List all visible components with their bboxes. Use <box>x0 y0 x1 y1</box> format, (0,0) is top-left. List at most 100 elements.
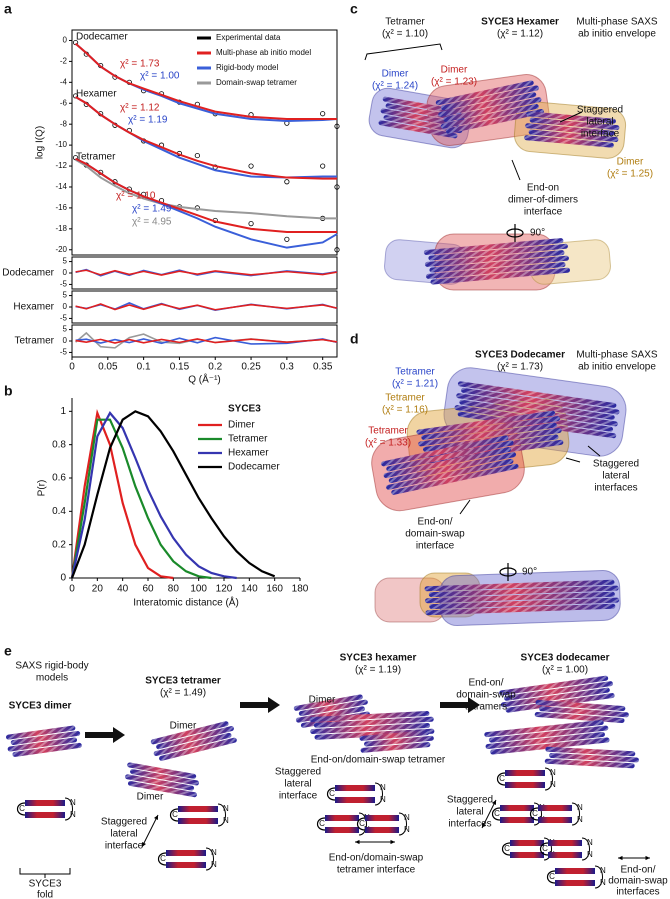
fold-outline <box>571 802 580 826</box>
fold-bar <box>538 805 572 811</box>
helix-stripe <box>485 731 605 749</box>
label: Dimer <box>309 695 336 706</box>
helix-bundle <box>5 725 82 757</box>
label: (χ² = 1.16) <box>382 405 428 416</box>
label: Dimer <box>137 792 164 803</box>
legend-label: Dodecamer <box>228 462 280 473</box>
helix-bundle <box>150 721 237 761</box>
x-tick-label: 0.35 <box>313 362 333 373</box>
helix-stripe <box>429 255 569 273</box>
helix-stripe <box>382 96 462 115</box>
terminus-label: C <box>319 819 325 828</box>
helix-stripe <box>423 238 564 255</box>
fold-loop <box>157 852 167 866</box>
label: interface <box>524 207 563 218</box>
helix-stripe <box>153 732 232 756</box>
fold-outline <box>205 847 214 871</box>
data-point <box>284 179 290 185</box>
label: SYCE3 dimer <box>9 701 72 712</box>
helix-bundle <box>424 579 620 616</box>
data-point <box>334 184 340 190</box>
fold-bar <box>365 815 399 821</box>
terminus-label: C <box>494 809 500 818</box>
label: Staggered <box>447 795 493 806</box>
label: End-on/domain-swap <box>329 853 424 864</box>
fold-bar <box>548 840 582 846</box>
legend-label: Domain-swap tetramer <box>216 78 297 87</box>
fold-bar <box>178 818 218 824</box>
x-tick-label: 0.05 <box>98 362 118 373</box>
panel-label: e <box>4 643 12 659</box>
terminus-label: N <box>550 768 556 777</box>
legend-label: Tetramer <box>228 434 268 445</box>
step-arrow <box>240 697 280 713</box>
helix-bundle <box>309 711 435 740</box>
step-arrow <box>85 727 125 743</box>
label: Multi-phase SAXS <box>576 350 657 361</box>
label: Tetramer <box>395 367 435 378</box>
y-axis-label: P(r) <box>37 480 48 497</box>
helix-bundle <box>423 238 570 285</box>
fold-loop <box>501 842 511 856</box>
helix-stripe <box>429 597 620 610</box>
annotation: χ² = 1.49 <box>132 204 172 215</box>
fold-outline <box>358 812 367 836</box>
label: SAXS rigid-body <box>15 661 88 672</box>
terminus-label: C <box>532 809 538 818</box>
helix-bundle <box>381 435 519 495</box>
label: SYCE3 dodecamer <box>521 653 610 664</box>
panel-label: b <box>4 383 13 399</box>
label: Tetramer <box>368 426 408 437</box>
arrow-head <box>645 855 650 861</box>
data-point <box>248 221 254 227</box>
fold-bar <box>510 840 544 846</box>
helix-stripe <box>549 752 639 763</box>
annotation: χ² = 1.00 <box>140 71 180 82</box>
arrow-head <box>355 839 360 845</box>
helix-stripe <box>127 762 197 779</box>
x-tick-label: 80 <box>168 584 180 595</box>
residual-line <box>75 303 338 311</box>
helix-stripe <box>12 742 82 757</box>
annotation: χ² = 4.95 <box>132 217 172 228</box>
bracket <box>364 43 443 61</box>
helix-bundle <box>524 111 620 148</box>
annotation: Dodecamer <box>76 32 128 43</box>
helix-stripe <box>525 123 615 136</box>
legend-title: SYCE3 <box>228 404 261 415</box>
helix-stripe <box>425 591 615 604</box>
helix-stripe <box>529 117 620 131</box>
label: Dimer <box>382 69 409 80</box>
label: lateral <box>602 471 629 482</box>
helix-stripe <box>499 675 609 696</box>
residual-label: Tetramer <box>15 336 55 347</box>
helix-stripe <box>385 103 465 122</box>
terminus-label: N <box>550 780 556 789</box>
helix-stripe <box>545 746 636 757</box>
terminus-label: C <box>359 819 365 828</box>
helix-stripe <box>425 603 616 616</box>
label: (χ² = 1.73) <box>497 362 543 373</box>
label: tetramer interface <box>337 865 416 876</box>
label: Staggered <box>275 767 321 778</box>
fold-outline <box>374 782 383 806</box>
y-tick-label: 0.6 <box>52 473 66 484</box>
legend-label: Experimental data <box>216 33 281 42</box>
fold-loop <box>169 808 179 822</box>
fold-bar <box>500 817 534 823</box>
label: lateral <box>110 829 137 840</box>
x-axis-label: Interatomic distance (Å) <box>133 596 239 609</box>
terminus-label: N <box>587 850 593 859</box>
helix-stripe <box>378 120 458 139</box>
plot-frame <box>71 29 338 256</box>
label: End-on/ <box>468 678 503 689</box>
label: (χ² = 1.33) <box>365 438 411 449</box>
y-tick-label: 0 <box>60 573 66 584</box>
helix-stripe <box>457 411 617 439</box>
helix-stripe <box>539 706 629 718</box>
helix-stripe <box>156 726 234 750</box>
x-tick-label: 0.15 <box>170 362 190 373</box>
x-tick-label: 0.1 <box>137 362 151 373</box>
helix-bundle <box>378 96 465 139</box>
